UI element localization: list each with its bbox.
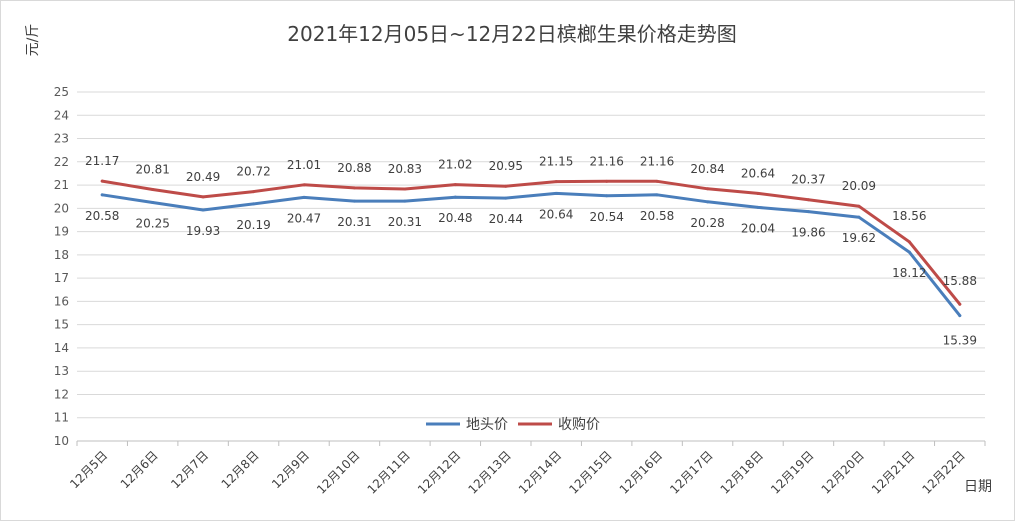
data-label-ground-price: 20.04: [741, 221, 775, 235]
data-label-purchase-price: 20.88: [337, 161, 371, 175]
y-tick-label: 22: [54, 155, 69, 169]
data-label-purchase-price: 20.95: [489, 159, 523, 173]
data-label-purchase-price: 20.37: [791, 173, 825, 187]
data-point-ground-price: [605, 194, 609, 198]
legend-label-purchase-price: 收购价: [558, 417, 600, 433]
data-label-ground-price: 19.62: [842, 231, 876, 245]
data-label-ground-price: 19.86: [791, 226, 825, 240]
data-label-purchase-price: 21.15: [539, 155, 573, 169]
y-tick-label: 16: [54, 294, 69, 308]
data-point-purchase-price: [100, 179, 104, 183]
data-point-ground-price: [352, 199, 356, 203]
data-label-ground-price: 20.58: [640, 209, 674, 223]
data-point-purchase-price: [403, 187, 407, 191]
data-point-purchase-price: [352, 186, 356, 190]
data-point-purchase-price: [806, 198, 810, 202]
y-tick-label: 11: [54, 411, 69, 425]
y-axis-title: 元/斤: [25, 24, 41, 57]
series-line-ground-price: [100, 191, 962, 318]
data-point-ground-price: [857, 215, 861, 219]
data-label-ground-price: 20.31: [388, 215, 422, 229]
y-tick-label: 12: [54, 387, 69, 401]
legend-label-ground-price: 地头价: [466, 417, 508, 433]
data-point-purchase-price: [907, 240, 911, 244]
y-tick-label: 25: [54, 85, 69, 99]
y-tick-label: 17: [54, 271, 69, 285]
data-label-ground-price: 20.58: [85, 209, 119, 223]
y-tick-label: 18: [54, 248, 69, 262]
data-label-purchase-price: 21.16: [589, 154, 623, 168]
data-point-purchase-price: [857, 204, 861, 208]
data-point-purchase-price: [252, 190, 256, 194]
data-point-ground-price: [201, 208, 205, 212]
data-label-purchase-price: 20.72: [236, 165, 270, 179]
data-label-ground-price: 20.19: [236, 218, 270, 232]
data-point-ground-price: [655, 193, 659, 197]
data-label-purchase-price: 18.56: [892, 209, 926, 223]
data-point-purchase-price: [302, 183, 306, 187]
data-point-purchase-price: [655, 179, 659, 183]
data-label-ground-price: 15.39: [943, 334, 977, 348]
data-label-ground-price: 20.47: [287, 211, 321, 225]
data-label-purchase-price: 21.16: [640, 154, 674, 168]
data-label-ground-price: 19.93: [186, 224, 220, 238]
data-point-ground-price: [504, 196, 508, 200]
data-point-ground-price: [453, 195, 457, 199]
data-point-ground-price: [706, 200, 710, 204]
series-line-purchase-price: [100, 179, 962, 306]
data-label-ground-price: 20.44: [489, 212, 523, 226]
y-tick-label: 10: [54, 434, 69, 448]
data-label-ground-price: 20.48: [438, 211, 472, 225]
data-point-ground-price: [756, 205, 760, 209]
data-label-purchase-price: 20.84: [690, 162, 724, 176]
data-point-ground-price: [958, 314, 962, 318]
chart-title: 2021年12月05日~12月22日槟榔生果价格走势图: [287, 22, 736, 46]
data-point-ground-price: [806, 210, 810, 214]
data-label-ground-price: 20.25: [135, 217, 169, 231]
y-tick-label: 15: [54, 318, 69, 332]
y-tick-label: 19: [54, 225, 69, 239]
data-point-ground-price: [403, 199, 407, 203]
data-point-purchase-price: [554, 180, 558, 184]
data-point-ground-price: [302, 195, 306, 199]
y-tick-label: 23: [54, 132, 69, 146]
data-label-purchase-price: 21.01: [287, 158, 321, 172]
y-tick-label: 21: [54, 178, 69, 192]
data-label-purchase-price: 20.49: [186, 170, 220, 184]
data-point-purchase-price: [453, 183, 457, 187]
data-point-purchase-price: [958, 302, 962, 306]
data-point-purchase-price: [201, 195, 205, 199]
data-point-purchase-price: [151, 187, 155, 191]
data-point-ground-price: [907, 250, 911, 254]
data-label-ground-price: 20.31: [337, 215, 371, 229]
y-tick-label: 14: [54, 341, 69, 355]
data-point-ground-price: [554, 191, 558, 195]
data-label-ground-price: 20.28: [690, 216, 724, 230]
y-tick-label: 20: [54, 201, 69, 215]
data-point-ground-price: [100, 193, 104, 197]
data-label-purchase-price: 15.88: [943, 274, 977, 288]
data-label-purchase-price: 20.81: [135, 162, 169, 176]
data-label-purchase-price: 21.02: [438, 158, 472, 172]
data-label-ground-price: 20.64: [539, 207, 573, 221]
legend: 地头价 收购价: [426, 417, 600, 433]
data-label-ground-price: 20.54: [589, 210, 623, 224]
data-label-ground-price: 18.12: [892, 266, 926, 280]
data-label-purchase-price: 21.17: [85, 154, 119, 168]
data-point-purchase-price: [504, 184, 508, 188]
data-point-purchase-price: [756, 191, 760, 195]
x-axis-title: 日期: [964, 479, 992, 495]
data-point-purchase-price: [706, 187, 710, 191]
y-tick-label: 13: [54, 364, 69, 378]
data-point-ground-price: [151, 201, 155, 205]
data-label-purchase-price: 20.83: [388, 162, 422, 176]
data-label-purchase-price: 20.64: [741, 166, 775, 180]
data-point-purchase-price: [605, 179, 609, 183]
y-tick-label: 24: [54, 108, 69, 122]
data-point-ground-price: [252, 202, 256, 206]
data-label-purchase-price: 20.09: [842, 179, 876, 193]
